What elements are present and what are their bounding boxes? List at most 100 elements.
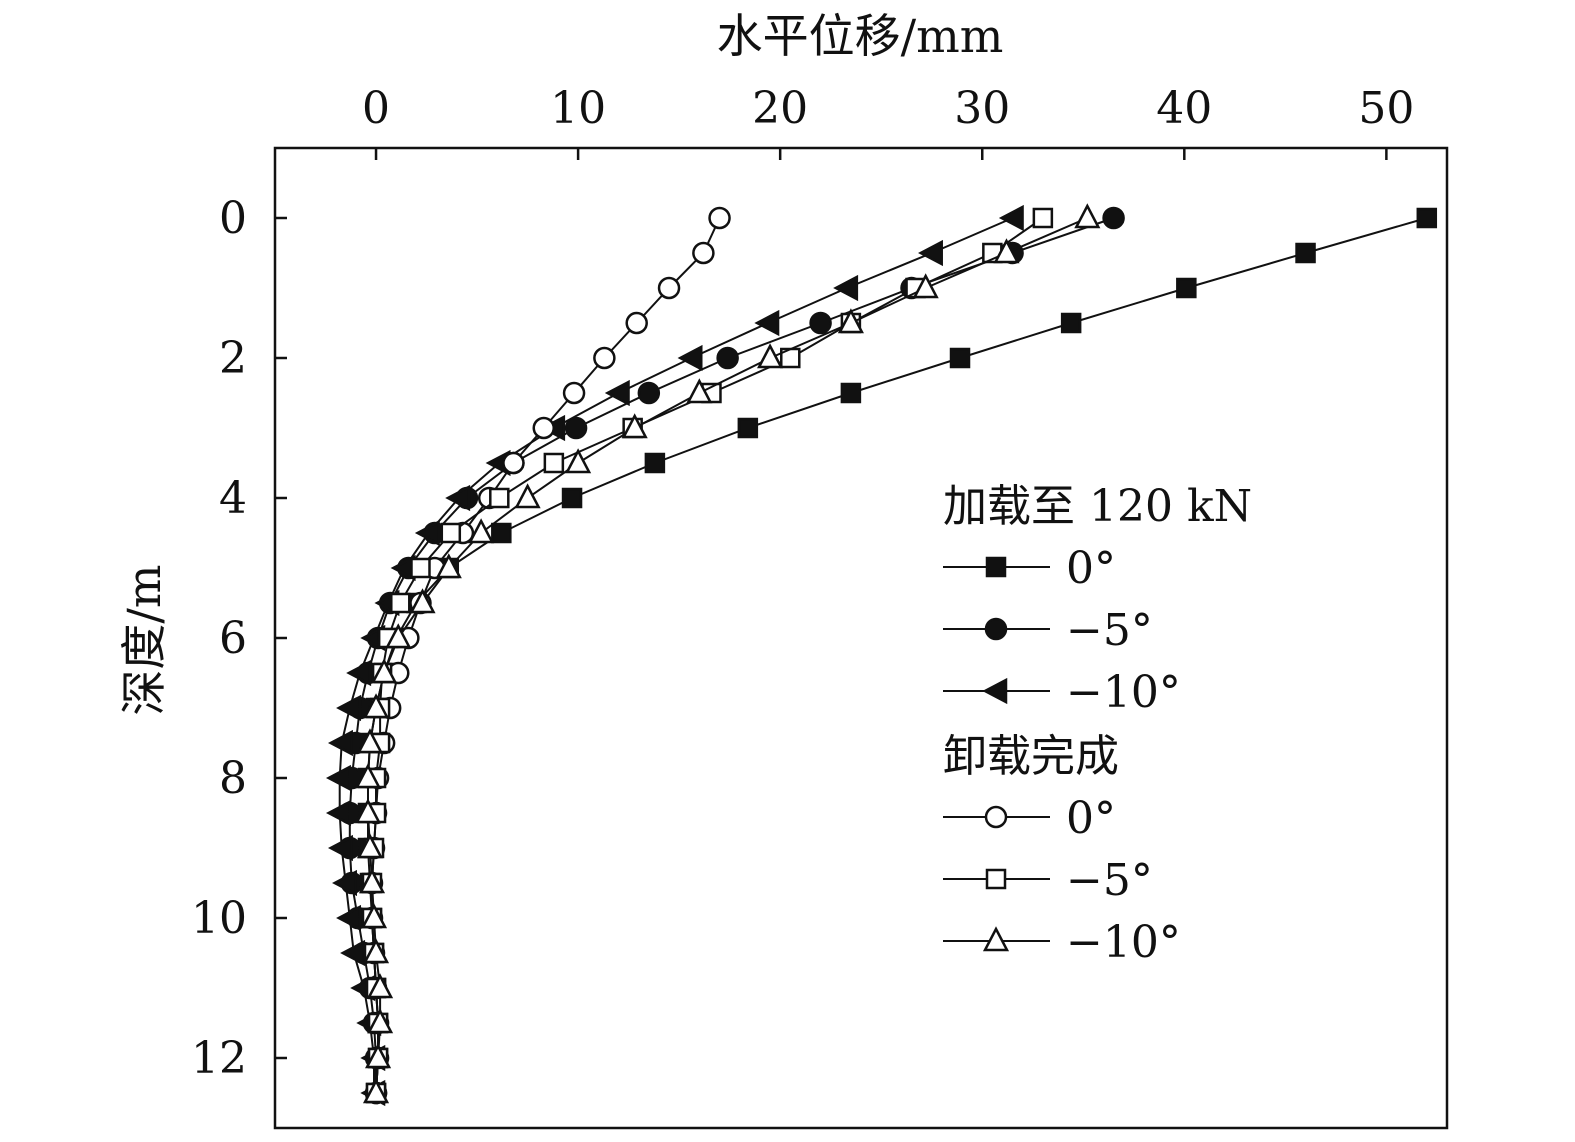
legend-label: −10° [1066, 667, 1181, 718]
series-line [367, 217, 1428, 1094]
data-point [737, 417, 759, 439]
legend-label: 0° [1066, 543, 1116, 594]
data-point [514, 483, 541, 509]
legend-label: −5° [1066, 855, 1153, 906]
legend-entry: −5° [943, 605, 1153, 656]
data-point [833, 274, 859, 302]
data-point [565, 448, 592, 474]
legend-group-title: 加载至 120 kN [943, 481, 1252, 532]
data-point [532, 416, 556, 440]
plot-frame [273, 146, 1449, 1130]
data-point [468, 518, 495, 544]
data-point [327, 729, 353, 757]
legend-label: 0° [1066, 793, 1116, 844]
data-point [993, 238, 1020, 264]
x-axis-ticks: 0 10 20 30 40 50 [362, 83, 1414, 160]
series-5 [354, 203, 1101, 1104]
data-point [912, 273, 939, 299]
data-point [346, 659, 372, 687]
data-point [385, 623, 412, 649]
y-tick-label: 12 [191, 1033, 247, 1084]
data-point [1176, 277, 1197, 299]
data-point [367, 1008, 394, 1034]
x-tick-label: 10 [550, 83, 606, 134]
y-axis-ticks: 0 2 4 6 8 10 12 [191, 193, 287, 1084]
legend-marker [984, 617, 1008, 641]
y-tick-label: 10 [191, 893, 247, 944]
data-point [809, 311, 832, 335]
legend-entry: −10° [943, 917, 1181, 968]
legend-marker [982, 926, 1010, 952]
data-point [564, 416, 588, 440]
data-point [644, 452, 666, 474]
data-point [1295, 242, 1316, 264]
x-tick-label: 40 [1156, 83, 1212, 134]
data-point [998, 204, 1024, 232]
legend-entry: 0° [943, 543, 1116, 594]
data-point [409, 588, 436, 614]
legend-marker [984, 805, 1008, 829]
legend: 加载至 120 kN 卸载完成 0° −5° −10° 0° −5° −10° [943, 481, 1252, 968]
data-point [364, 1043, 392, 1069]
series-line [371, 217, 1044, 1094]
data-point [637, 381, 661, 405]
data-point [327, 834, 353, 862]
y-tick-label: 6 [219, 613, 247, 664]
data-point [332, 869, 357, 897]
series-line [371, 217, 721, 1094]
data-point [358, 868, 386, 894]
legend-entry: −10° [943, 667, 1181, 718]
data-point [625, 311, 648, 335]
data-point [491, 522, 512, 544]
data-point [502, 451, 525, 475]
data-point [354, 798, 382, 824]
data-point [362, 938, 390, 964]
data-point [367, 973, 394, 999]
y-tick-label: 0 [219, 193, 247, 244]
y-tick-label: 4 [219, 473, 247, 524]
series-1 [338, 206, 1125, 1105]
data-point [692, 241, 715, 265]
data-point [1416, 207, 1438, 229]
data-point [336, 694, 362, 722]
data-point [1060, 312, 1082, 334]
data-point [754, 309, 780, 337]
legend-marker [982, 677, 1008, 705]
data-point [325, 764, 351, 792]
x-tick-label: 20 [752, 83, 808, 134]
data-point [840, 382, 862, 404]
data-point [414, 519, 440, 547]
data-point [362, 1078, 390, 1104]
y-tick-label: 8 [219, 753, 247, 804]
data-point [435, 553, 462, 579]
data-point [390, 592, 411, 614]
data-point [360, 903, 388, 929]
data-point [621, 413, 648, 439]
data-point [918, 239, 943, 267]
x-tick-label: 50 [1358, 83, 1414, 134]
data-point [489, 487, 510, 509]
data-point [440, 522, 462, 544]
legend-entry: −5° [943, 855, 1153, 906]
data-point [686, 378, 713, 404]
data-point [371, 658, 398, 684]
data-point [356, 728, 384, 754]
data-point [1032, 207, 1054, 229]
data-point [657, 276, 681, 300]
data-point [677, 344, 703, 372]
data-point [716, 346, 739, 370]
legend-marker [985, 556, 1007, 578]
data-point [354, 763, 382, 789]
data-point [837, 308, 864, 334]
data-point [356, 833, 384, 859]
data-point [949, 347, 971, 369]
data-point [362, 693, 390, 719]
x-tick-label: 30 [954, 83, 1010, 134]
data-point [604, 379, 630, 407]
y-axis-title: 深度/m [117, 564, 171, 715]
x-tick-label: 0 [362, 83, 390, 134]
data-point [325, 799, 351, 827]
y-tick-label: 2 [219, 333, 247, 384]
legend-entry: 0° [943, 793, 1116, 844]
